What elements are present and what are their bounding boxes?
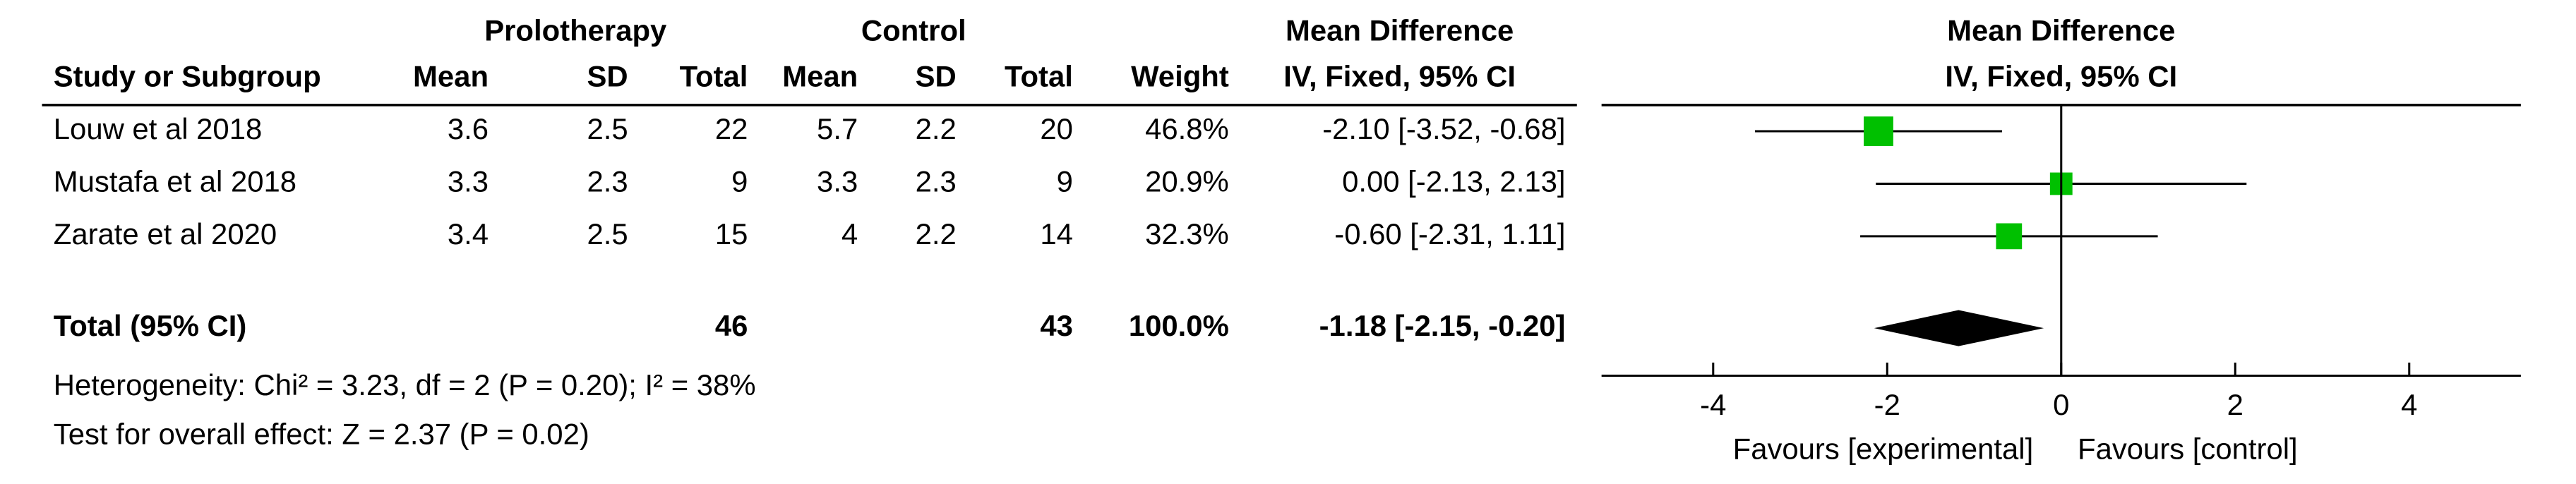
group-header: Control [861,14,966,47]
cell: 15 [715,217,748,250]
cell: 2.5 [587,112,628,145]
cell: 14 [1040,217,1073,250]
total-name: Total (95% CI) [54,309,247,342]
column-header: Mean [782,60,858,93]
cell: 46.8% [1145,112,1229,145]
cell: 2.2 [916,112,957,145]
cell: 22 [715,112,748,145]
column-header: Total [680,60,748,93]
cell: -2.10 [-3.52, -0.68] [1322,112,1565,145]
cell: 4 [841,217,858,250]
column-header: Study or Subgroup [54,60,321,93]
x-tick-label: 0 [2053,388,2069,421]
effect-marker [1864,116,1893,146]
study-name: Zarate et al 2020 [54,217,277,250]
cell: 0.00 [-2.13, 2.13] [1342,165,1565,198]
x-tick-label: 2 [2227,388,2243,421]
group-header: Prolotherapy [484,14,667,47]
cell: 2.2 [916,217,957,250]
study-name: Louw et al 2018 [54,112,262,145]
cell: 3.3 [448,165,489,198]
cell: 2.3 [916,165,957,198]
cell: 2.5 [587,217,628,250]
effect-marker [1996,223,2023,250]
cell: 32.3% [1145,217,1229,250]
x-tick-label: -4 [1700,388,1726,421]
plot-header: IV, Fixed, 95% CI [1945,60,2177,93]
cell: 3.3 [817,165,858,198]
plot-header: Mean Difference [1947,14,2175,47]
cell: 20.9% [1145,165,1229,198]
column-header: Mean [413,60,489,93]
cell: 9 [1057,165,1073,198]
cell: 2.3 [587,165,628,198]
favours-label: Favours [control] [2078,432,2298,466]
study-name: Mustafa et al 2018 [54,165,296,198]
column-header: IV, Fixed, 95% CI [1283,60,1516,93]
cell: 3.4 [448,217,489,250]
group-header: Mean Difference [1286,14,1514,47]
column-header: SD [916,60,957,93]
total-cell: 43 [1040,309,1073,342]
cell: 20 [1040,112,1073,145]
cell: 5.7 [817,112,858,145]
column-header: Total [1005,60,1073,93]
total-cell: -1.18 [-2.15, -0.20] [1319,309,1566,342]
column-header: SD [587,60,628,93]
total-cell: 46 [715,309,748,342]
favours-label: Favours [experimental] [1733,432,2034,466]
cell: 3.6 [448,112,489,145]
total-cell: 100.0% [1129,309,1229,342]
heterogeneity: Heterogeneity: Chi² = 3.23, df = 2 (P = … [54,368,756,401]
column-header: Weight [1131,60,1229,93]
cell: 9 [731,165,748,198]
cell: -0.60 [-2.31, 1.11] [1334,217,1565,250]
x-tick-label: -2 [1874,388,1900,421]
x-tick-label: 4 [2401,388,2417,421]
total-diamond [1874,310,2044,346]
overall-effect: Test for overall effect: Z = 2.37 (P = 0… [54,418,589,451]
